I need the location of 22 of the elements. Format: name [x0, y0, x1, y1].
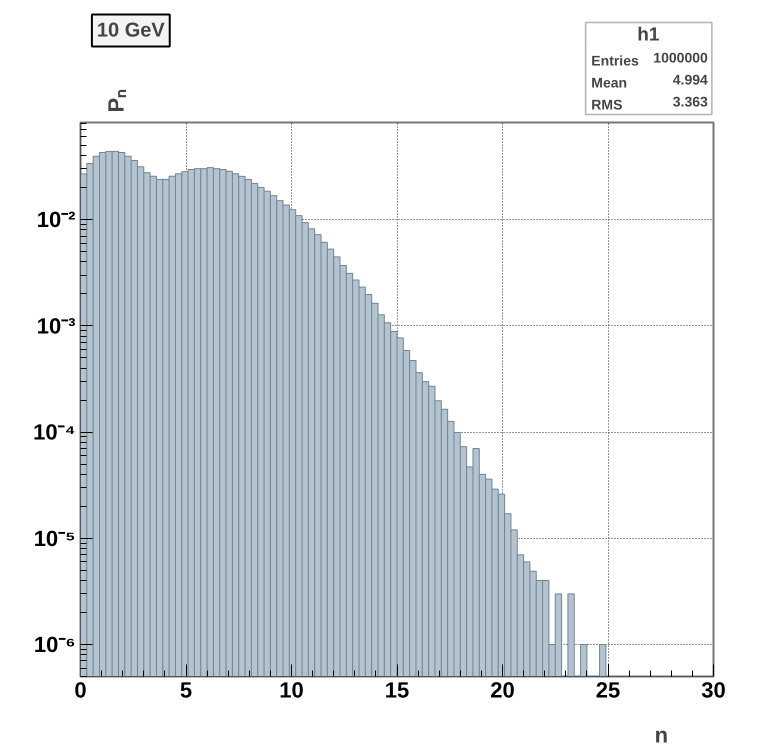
- y-axis-title: Pₙ: [103, 88, 128, 112]
- text: Entries: [591, 52, 639, 68]
- text: Mean: [591, 74, 628, 90]
- x-axis-title: n: [654, 722, 668, 748]
- x-tick-label: 25: [596, 678, 620, 702]
- y-tick-label: 10⁻³: [36, 313, 76, 338]
- x-tick-label: 0: [74, 678, 87, 702]
- text: 3.363: [672, 94, 708, 110]
- x-tick-label: 15: [384, 678, 410, 702]
- x-tick-label: 20: [490, 678, 515, 702]
- text: h1: [637, 24, 660, 46]
- text: 1000000: [653, 50, 708, 66]
- x-tick-label: 10: [279, 678, 304, 702]
- y-tick-label: 10⁻⁴: [33, 420, 76, 445]
- text: 4.994: [672, 72, 708, 88]
- x-tick-label: 30: [701, 678, 726, 702]
- y-tick-label: 10⁻⁵: [34, 526, 76, 551]
- y-tick-label: 10⁻⁶: [34, 632, 76, 658]
- text: RMS: [591, 96, 622, 112]
- x-tick-label: 5: [180, 678, 192, 702]
- y-tick-label: 10⁻²: [36, 207, 76, 232]
- chart-title: 10 GeV: [96, 20, 166, 42]
